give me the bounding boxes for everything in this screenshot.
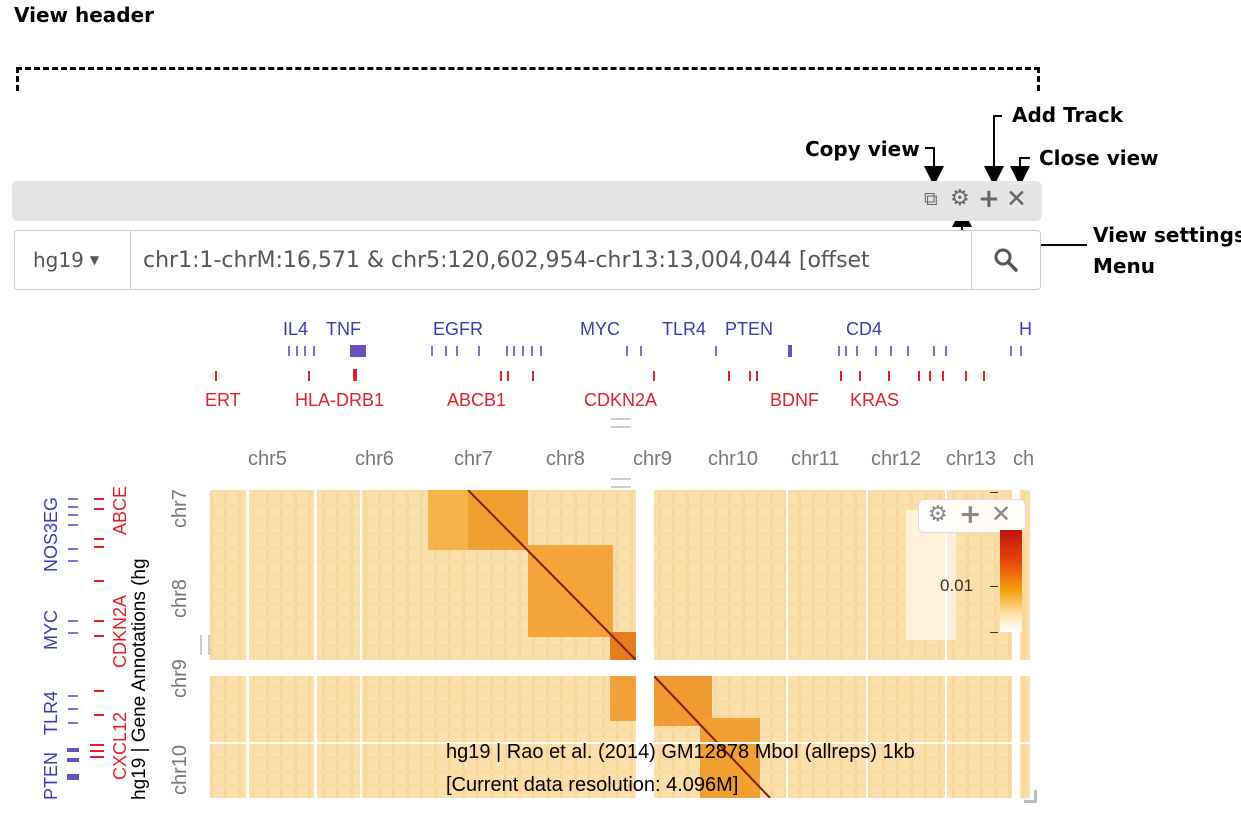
assembly-value: hg19 (33, 248, 84, 272)
heatmap-canvas (210, 490, 1030, 798)
gene-label: HLA-DRB1 (295, 390, 385, 410)
chr-label: chr5 (248, 448, 287, 470)
gene-label: ERT (205, 390, 241, 410)
close-view-label: Close view (1039, 146, 1159, 170)
search-button[interactable] (971, 230, 1041, 290)
gene-label: TLR4 (662, 319, 707, 339)
gene-label: H (1019, 319, 1032, 339)
view-header-bar: ⧉ ⚙ + ✕ (12, 181, 1042, 221)
view-header-label: View header (14, 3, 155, 27)
copy-icon[interactable]: ⧉ (924, 188, 938, 210)
gene-label: KRAS (850, 390, 900, 410)
legend-tick (990, 586, 998, 587)
chr-label: chr8 (546, 448, 585, 470)
view-settings-label: View settings (1093, 223, 1241, 247)
gene-label: ABCB1 (447, 390, 507, 410)
chr-label: chr6 (355, 448, 394, 470)
track-resize-handle[interactable] (611, 418, 631, 428)
plus-icon[interactable]: + (978, 184, 1000, 214)
chr-label: chr12 (871, 448, 922, 470)
chr-label: ch (1013, 448, 1035, 470)
gene-label: IL4 (283, 319, 309, 339)
close-icon[interactable]: ✕ (991, 500, 1012, 528)
chr-label: chr7 (454, 448, 493, 470)
track-resize-handle[interactable] (611, 478, 631, 488)
view-resize-handle[interactable] (1024, 790, 1037, 803)
gene-label: PTEN (725, 319, 774, 339)
chr-label: chr9 (633, 448, 672, 470)
chr-label: chr9 (169, 659, 191, 698)
close-icon[interactable]: ✕ (1006, 184, 1027, 213)
chr-label: chr8 (169, 579, 191, 618)
left-gene-ticks (67, 498, 104, 780)
gene-label: TNF (326, 319, 361, 339)
gene-label: MYC (41, 610, 61, 650)
view-header-outline (16, 67, 1040, 91)
gene-label: CDKN2A (584, 390, 658, 410)
gene-label: CD4 (846, 319, 883, 339)
assembly-select[interactable]: hg19 ▼ (14, 230, 130, 290)
gear-icon[interactable]: ⚙ (928, 502, 948, 527)
gene-ticks (215, 345, 1022, 381)
location-input[interactable]: chr1:1-chrM:16,571 & chr5:120,602,954-ch… (130, 230, 972, 290)
color-scale-legend (1000, 530, 1022, 632)
legend-tick (990, 492, 998, 493)
heatmap-track-name: hg19 | Rao et al. (2014) GM12878 MboI (a… (446, 741, 915, 763)
hic-heatmap[interactable] (210, 490, 1030, 798)
gene-label: CXCL12 (110, 711, 130, 780)
gene-label: CDKN2A (110, 594, 130, 668)
search-icon (994, 248, 1018, 272)
track-controls: ⚙ + ✕ (918, 499, 1026, 533)
caret-down-icon: ▼ (89, 253, 100, 267)
add-track-label: Add Track (1012, 103, 1124, 127)
plus-icon[interactable]: + (959, 499, 982, 530)
view-settings-menu-label: Menu (1093, 254, 1155, 278)
heatmap-resolution: [Current data resolution: 4.096M] (446, 774, 739, 796)
gear-icon[interactable]: ⚙ (950, 186, 970, 211)
gene-label: EGFR (433, 319, 484, 339)
gene-label: MYC (580, 319, 620, 339)
copy-view-label: Copy view (805, 137, 920, 161)
gene-label: PTEN (41, 751, 61, 800)
chr-label: chr10 (169, 744, 191, 795)
chr-label: chr7 (169, 489, 191, 528)
chr-label: chr10 (708, 448, 759, 470)
track-resize-handle[interactable] (200, 635, 210, 655)
gene-label: NOS3EG (41, 496, 61, 572)
chr-label: chr13 (946, 448, 997, 470)
gene-label: TLR4 (41, 690, 61, 735)
left-track-title: hg19 | Gene Annotations (hg (129, 558, 150, 800)
gene-label: ABCE (110, 485, 130, 535)
chr-label: chr11 (791, 448, 840, 470)
gene-label: BDNF (770, 390, 819, 410)
legend-value: 0.01 (940, 576, 974, 595)
legend-tick (990, 632, 998, 633)
